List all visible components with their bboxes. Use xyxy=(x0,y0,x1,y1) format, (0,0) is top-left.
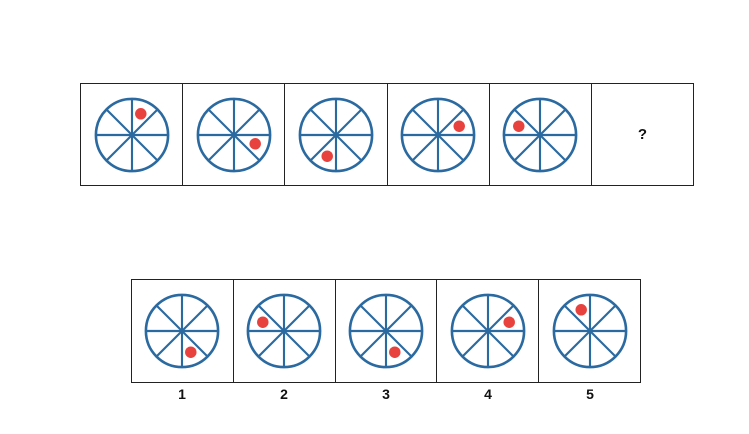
wheel-spoke xyxy=(359,304,413,358)
option-4[interactable] xyxy=(437,280,540,382)
wheel-spoke xyxy=(411,108,465,161)
sequence-cell-5 xyxy=(490,84,592,185)
wheel-spoke xyxy=(105,108,158,161)
wheel-spoke xyxy=(461,304,515,358)
red-dot xyxy=(249,137,261,150)
red-dot xyxy=(513,119,525,132)
option-label-3: 3 xyxy=(382,386,390,402)
sequence-cell-1 xyxy=(81,84,184,185)
red-dot xyxy=(503,316,515,328)
sequence-cell-4 xyxy=(388,84,490,185)
option-label-5: 5 xyxy=(586,386,594,402)
red-dot xyxy=(453,119,466,132)
red-dot xyxy=(389,346,401,358)
sequence-row: ? xyxy=(80,83,694,186)
red-dot xyxy=(257,316,269,328)
spoked-wheel-icon xyxy=(144,293,220,369)
wheel-spoke xyxy=(257,304,311,358)
option-2[interactable] xyxy=(234,280,336,382)
wheel-spoke xyxy=(309,108,363,161)
option-label-2: 2 xyxy=(280,386,288,402)
sequence-cell-2 xyxy=(183,84,286,185)
spoked-wheel-icon xyxy=(552,293,627,369)
sequence-cell-3 xyxy=(285,84,388,185)
spoked-wheel-icon xyxy=(348,293,424,369)
option-3[interactable] xyxy=(336,280,438,382)
option-1[interactable] xyxy=(132,280,234,382)
question-mark: ? xyxy=(637,126,648,143)
option-5[interactable] xyxy=(539,280,640,382)
spoked-wheel-icon xyxy=(246,293,322,369)
spoked-wheel-icon xyxy=(502,97,578,172)
wheel-spoke xyxy=(207,108,261,161)
option-labels: 1 2 3 4 5 xyxy=(131,386,641,406)
wheel-spoke xyxy=(563,304,616,358)
red-dot xyxy=(134,107,147,120)
red-dot xyxy=(321,149,333,162)
options-row xyxy=(131,279,641,383)
option-label-4: 4 xyxy=(484,386,492,402)
spoked-wheel-icon xyxy=(450,293,526,369)
spoked-wheel-icon xyxy=(400,97,476,172)
red-dot xyxy=(185,346,197,358)
wheel-spoke xyxy=(513,108,567,161)
option-label-1: 1 xyxy=(178,386,186,402)
spoked-wheel-icon xyxy=(298,97,374,172)
wheel-spoke xyxy=(156,304,209,358)
spoked-wheel-icon xyxy=(196,97,272,172)
answer-slot[interactable]: ? xyxy=(592,84,693,185)
red-dot xyxy=(575,304,587,316)
spoked-wheel-icon xyxy=(94,97,169,172)
